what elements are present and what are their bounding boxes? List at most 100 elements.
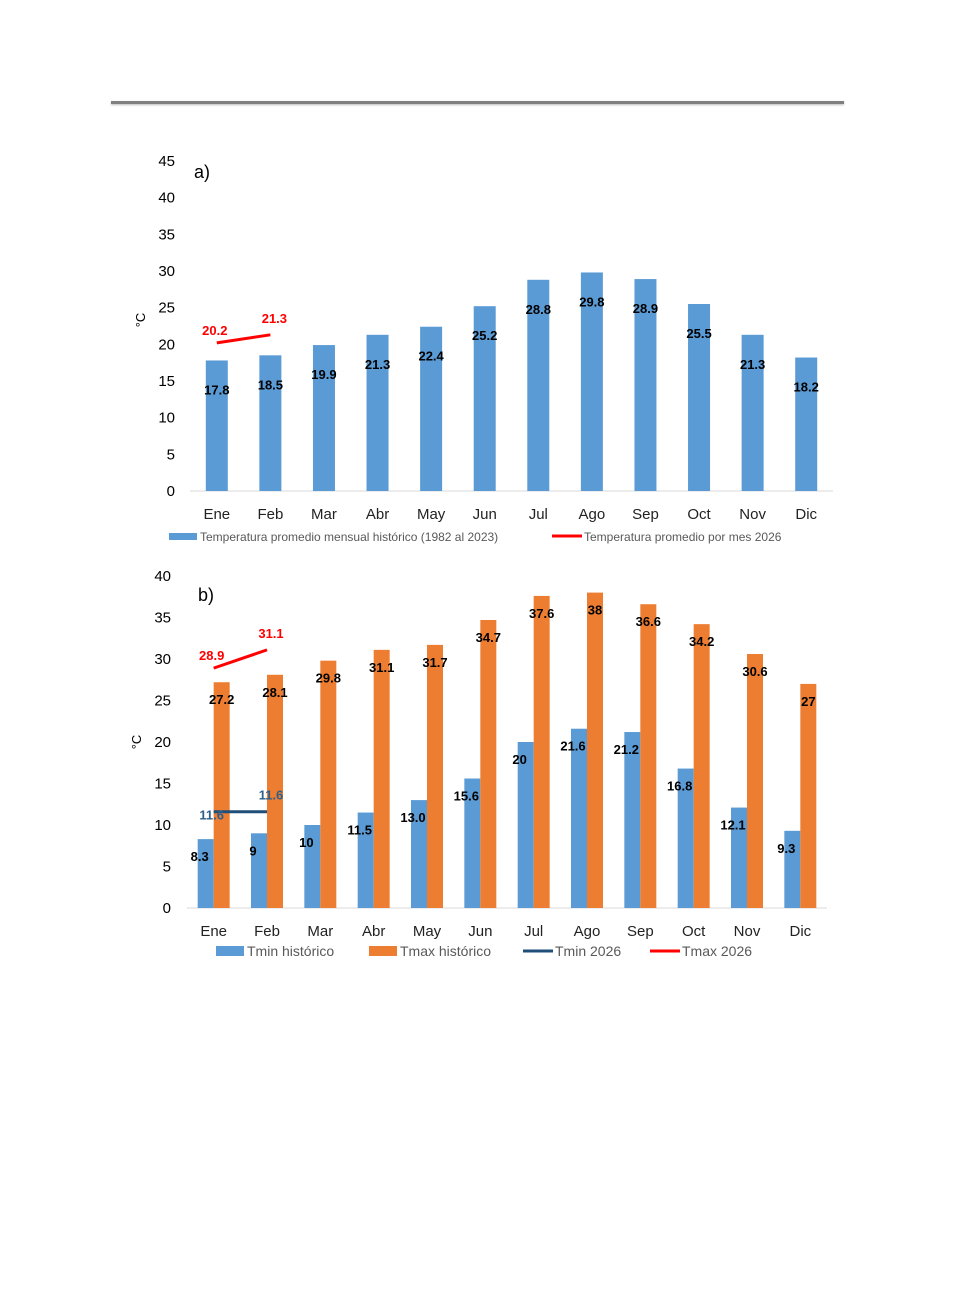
bar-tmax-hist-rico <box>800 683 817 908</box>
line-data-label: 31.1 <box>258 626 283 641</box>
x-tick-label: Nov <box>734 923 761 940</box>
bar-tmax-hist-rico <box>693 624 710 908</box>
x-tick-label: May <box>417 506 446 523</box>
y-tick-label: 5 <box>163 859 171 876</box>
line-data-label: 21.3 <box>262 311 287 326</box>
bar-tmax-hist-rico <box>747 654 763 908</box>
bar-tmin-hist-rico <box>731 807 747 908</box>
bar-tmax-hist-rico <box>267 674 283 908</box>
bar-tmax-hist-rico <box>427 644 443 908</box>
bar-tmin-hist-rico <box>464 778 481 908</box>
y-tick-label: 30 <box>154 651 171 668</box>
data-label: 9.3 <box>777 841 795 856</box>
x-tick-label: Abr <box>362 923 385 940</box>
bar-tmin-hist-rico <box>624 732 641 908</box>
panel-label: a) <box>194 162 210 182</box>
data-label: 11.5 <box>347 823 372 838</box>
y-tick-label: 25 <box>158 300 175 317</box>
x-tick-label: Ago <box>574 923 601 940</box>
data-label: 38 <box>588 603 602 618</box>
line-data-label: 11.6 <box>199 808 224 823</box>
bar-temperatura-promedio-mensual-hist-rico-1982-al-2023- <box>366 334 389 491</box>
bar-tmin-hist-rico <box>677 768 694 908</box>
line-temperatura-promedio-por-mes-2026 <box>216 333 271 345</box>
bar-tmin-hist-rico <box>517 742 534 908</box>
x-tick-label: Sep <box>627 923 654 940</box>
y-tick-label: 45 <box>158 153 175 170</box>
data-label: 27.2 <box>209 692 234 707</box>
legend-swatch <box>369 946 397 956</box>
data-label: 25.5 <box>686 326 711 341</box>
bar-temperatura-promedio-mensual-hist-rico-1982-al-2023- <box>259 355 282 491</box>
x-tick-label: Sep <box>632 506 659 523</box>
data-label: 16.8 <box>667 779 692 794</box>
bar-temperatura-promedio-mensual-hist-rico-1982-al-2023- <box>473 306 496 491</box>
data-label: 30.6 <box>742 664 767 679</box>
data-label: 19.9 <box>311 367 336 382</box>
data-label: 36.6 <box>636 614 661 629</box>
data-label: 21.3 <box>740 357 765 372</box>
x-tick-label: Dic <box>795 506 817 523</box>
y-tick-label: 25 <box>154 693 171 710</box>
legend-label: Tmax 2026 <box>682 943 752 959</box>
bar-tmin-hist-rico <box>357 812 374 908</box>
y-tick-label: 35 <box>158 226 175 243</box>
bar-temperatura-promedio-mensual-hist-rico-1982-al-2023- <box>795 357 818 491</box>
x-tick-label: Oct <box>687 506 711 523</box>
x-tick-label: Mar <box>307 923 333 940</box>
y-tick-label: 20 <box>158 336 175 353</box>
y-tick-label: 0 <box>167 483 175 500</box>
data-label: 17.8 <box>204 382 229 397</box>
bar-temperatura-promedio-mensual-hist-rico-1982-al-2023- <box>312 345 335 491</box>
header-rule <box>111 101 844 104</box>
legend-label: Temperatura promedio por mes 2026 <box>584 530 782 544</box>
y-tick-label: 40 <box>154 568 171 585</box>
x-tick-label: Feb <box>257 506 283 523</box>
data-label: 34.7 <box>476 630 501 645</box>
data-label: 34.2 <box>689 634 714 649</box>
data-label: 18.2 <box>794 380 819 395</box>
data-label: 21.3 <box>365 357 390 372</box>
data-label: 31.1 <box>369 660 394 675</box>
bar-tmin-hist-rico <box>197 839 214 908</box>
data-label: 31.7 <box>422 655 447 670</box>
data-label: 29.8 <box>316 671 341 686</box>
data-label: 12.1 <box>720 818 745 833</box>
bar-tmin-hist-rico <box>411 800 427 908</box>
bar-tmax-hist-rico <box>640 604 657 908</box>
data-label: 28.8 <box>526 302 551 317</box>
legend-label: Temperatura promedio mensual histórico (… <box>200 530 498 544</box>
data-label: 21.2 <box>614 742 639 757</box>
y-tick-label: 40 <box>158 190 175 207</box>
bar-tmax-hist-rico <box>480 619 497 908</box>
legend-label: Tmin 2026 <box>555 943 621 959</box>
bar-tmin-hist-rico <box>571 728 587 908</box>
x-tick-label: Jul <box>524 923 543 940</box>
bar-tmin-hist-rico <box>304 825 321 908</box>
data-label: 9 <box>249 843 256 858</box>
y-tick-label: 10 <box>158 410 175 427</box>
y-tick-label: 20 <box>154 734 171 751</box>
y-axis-label: °C <box>129 735 144 750</box>
x-tick-label: Mar <box>311 506 337 523</box>
data-label: 20 <box>512 752 526 767</box>
y-tick-label: 5 <box>167 446 175 463</box>
x-tick-label: Oct <box>682 923 706 940</box>
data-label: 21.6 <box>560 739 585 754</box>
x-tick-label: Nov <box>739 506 766 523</box>
panel-label: b) <box>198 585 214 605</box>
line-data-label: 28.9 <box>199 648 224 663</box>
bar-tmax-hist-rico <box>320 660 337 908</box>
x-tick-label: Jun <box>468 923 492 940</box>
bar-tmax-hist-rico <box>587 592 603 908</box>
line-data-label: 11.6 <box>259 788 284 803</box>
bar-tmin-hist-rico <box>251 833 267 908</box>
x-tick-label: Jun <box>473 506 497 523</box>
legend-swatch <box>169 533 197 540</box>
data-label: 27 <box>801 694 815 709</box>
data-label: 8.3 <box>191 849 209 864</box>
bar-temperatura-promedio-mensual-hist-rico-1982-al-2023- <box>420 326 443 491</box>
data-label: 28.9 <box>633 301 658 316</box>
data-label: 13.0 <box>400 810 425 825</box>
y-tick-label: 10 <box>154 817 171 834</box>
